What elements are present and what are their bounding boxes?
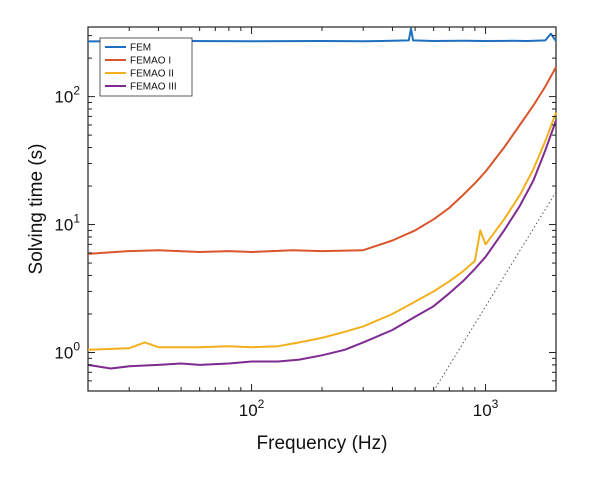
legend-entry-label: FEM [130,43,151,54]
y-tick-label: 100 [54,339,80,362]
legend: FEM FEMAO I FEMAO II FEMAO III [99,37,193,97]
series-layer [87,27,557,392]
series-line-4 [87,120,557,370]
series-line-3 [87,112,557,351]
y-tick-label: 102 [54,84,80,107]
y-tick-label: 101 [54,212,80,235]
x-tick-label: 103 [473,397,499,420]
axis-layer: 102 103 100 101 102 [54,27,557,420]
x-axis-label: Frequency (Hz) [257,433,388,454]
series-line-1 [87,27,557,43]
y-axis-label: Solving time (s) [26,144,47,275]
reference-line [433,191,557,392]
legend-entry-label: FEMAO III [130,82,177,93]
series-line-2 [87,66,557,255]
legend-entry-label: FEMAO I [130,56,171,67]
x-tick-label: 102 [239,397,265,420]
legend-entry-label: FEMAO II [130,69,174,80]
